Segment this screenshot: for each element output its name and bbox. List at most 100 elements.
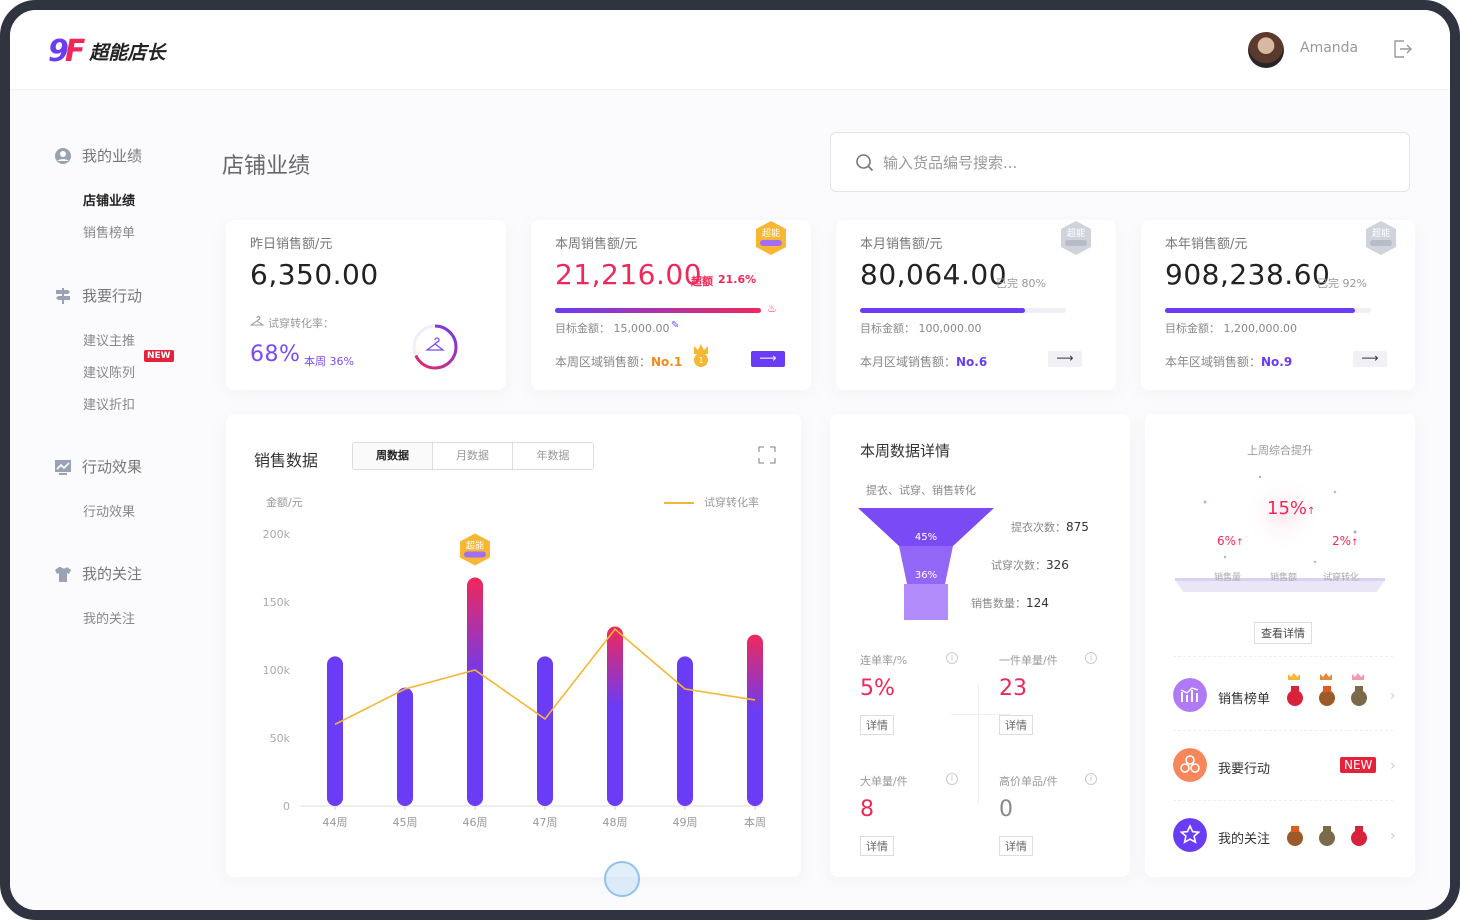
- y-tick-label: 0: [283, 800, 290, 813]
- info-icon[interactable]: i: [1085, 652, 1097, 664]
- chevron-right-icon: ›: [1390, 828, 1396, 844]
- tab-month[interactable]: 月数据: [433, 443, 513, 469]
- stat-card-year: 本年销售额/元 超能 908,238.60 已完 92% 目标金额： 1,200…: [1141, 220, 1415, 390]
- info-icon[interactable]: i: [946, 652, 958, 664]
- top-items-thumbnails: [1287, 673, 1367, 706]
- over-label: 超额: [691, 275, 713, 288]
- avatar[interactable]: [1248, 32, 1284, 68]
- quick-link-label: 销售榜单: [1218, 692, 1271, 707]
- sidebar-item-recommend-push[interactable]: 建议主推: [83, 334, 136, 349]
- funnel-step-1: 提衣次数：875: [1011, 520, 1089, 534]
- y-tick-label: 50k: [270, 732, 291, 745]
- conversion-funnel: 45% 36%: [858, 508, 994, 620]
- sidebar-item-store-performance[interactable]: 店铺业绩: [83, 194, 136, 209]
- sidebar-section-effects[interactable]: 行动效果: [54, 456, 142, 477]
- logo-text: 超能店长: [89, 42, 166, 64]
- view-details-button[interactable]: 查看详情: [1254, 622, 1312, 644]
- page-title: 店铺业绩: [222, 154, 311, 179]
- detail-button[interactable]: 详情: [999, 715, 1033, 735]
- followed-items-thumbnails: [1287, 826, 1367, 846]
- sidebar: 我的业绩 店铺业绩 销售榜单 我要行动 建议主推 建议陈列 NEW 建议折扣 行…: [10, 90, 200, 910]
- info-icon[interactable]: i: [1085, 773, 1097, 785]
- improve-main-pct: 15%↑: [1267, 498, 1316, 519]
- detail-button[interactable]: 详情: [860, 836, 894, 856]
- user-circle-icon: [55, 147, 71, 164]
- stat-label: 本月销售额/元: [860, 237, 943, 252]
- divider: [950, 714, 1010, 715]
- year-detail-arrow-button[interactable]: ⟶: [1353, 351, 1387, 367]
- logo[interactable]: 9F 超能店长: [48, 34, 165, 69]
- metric-label: 大单量/件: [860, 775, 908, 788]
- progress-track: [555, 308, 761, 313]
- sidebar-section-follow[interactable]: 我的关注: [54, 563, 142, 584]
- detail-button[interactable]: 详情: [860, 715, 894, 735]
- sidebar-section-label: 我要行动: [82, 287, 143, 305]
- improve-label: 试穿转化: [1323, 573, 1360, 583]
- star-icon: [1173, 818, 1207, 852]
- week-detail-card: 本周数据详情 提衣、试穿、销售转化 45% 36% 提衣次数：875 试穿次数：…: [830, 414, 1130, 877]
- week-detail-arrow-button[interactable]: ⟶: [751, 351, 785, 367]
- stat-label: 本年销售额/元: [1165, 237, 1248, 252]
- progress-fill: [860, 308, 1025, 313]
- sidebar-item-recommend-discount[interactable]: 建议折扣: [83, 398, 136, 413]
- region-rank: 本月区域销售额：No.6: [860, 355, 988, 369]
- improve-title: 上周综合提升: [1247, 444, 1313, 457]
- stat-card-yesterday: 昨日销售额/元 6,350.00 试穿转化率： 68% 本周 36%: [226, 220, 506, 390]
- sidebar-section-actions[interactable]: 我要行动: [54, 285, 142, 306]
- divider: [978, 684, 979, 804]
- progress-fill: [555, 308, 761, 313]
- conversion-label: 试穿转化率：: [268, 317, 334, 330]
- sidebar-item-recommend-display[interactable]: 建议陈列: [83, 366, 136, 381]
- sales-chart: 金额/元 试穿转化率 0 50k 100k 150k 200k 44周 45周 46周 47周 48周…: [263, 495, 766, 829]
- svg-text:超能: 超能: [762, 227, 780, 239]
- fire-icon: ♨: [767, 302, 777, 315]
- divider: [1173, 800, 1393, 801]
- rings-icon: [1173, 748, 1207, 782]
- completion: 已完 80%: [996, 277, 1046, 290]
- sidebar-item-sales-ranking[interactable]: 销售榜单: [83, 226, 136, 241]
- sidebar-section-performance[interactable]: 我的业绩: [54, 145, 142, 166]
- chevron-right-icon: ›: [1390, 758, 1396, 774]
- divider: [1173, 656, 1393, 657]
- tab-week[interactable]: 周数据: [353, 443, 433, 469]
- quick-link-sales-ranking[interactable]: 销售榜单 ›: [1145, 660, 1415, 730]
- stat-value: 21,216.00: [555, 258, 703, 291]
- logout-icon[interactable]: [1392, 38, 1412, 60]
- quick-link-actions[interactable]: 我要行动 NEW ›: [1145, 730, 1415, 800]
- quick-link-label: 我要行动: [1218, 762, 1271, 777]
- sidebar-item-my-follow[interactable]: 我的关注: [83, 612, 136, 627]
- signpost-icon: [56, 287, 70, 304]
- quick-link-follow[interactable]: 我的关注 ›: [1145, 800, 1415, 870]
- month-detail-arrow-button[interactable]: ⟶: [1048, 351, 1082, 367]
- x-tick-label: 49周: [673, 816, 698, 829]
- metric-value: 23: [999, 676, 1027, 701]
- sidebar-item-action-effects[interactable]: 行动效果: [83, 505, 136, 520]
- progress-fill: [1165, 308, 1355, 313]
- chevron-right-icon: ›: [1390, 688, 1396, 704]
- crown-medal-icon: 1: [694, 344, 708, 367]
- stat-card-month: 本月销售额/元 超能 80,064.00 已完 80% 目标金额： 100,00…: [836, 220, 1116, 390]
- tab-year[interactable]: 年数据: [513, 443, 593, 469]
- trend-chart-icon: [1173, 678, 1207, 712]
- stat-value: 6,350.00: [250, 258, 379, 291]
- info-icon[interactable]: i: [946, 773, 958, 785]
- search-box[interactable]: [830, 132, 1410, 192]
- region-rank: 本年区域销售额：No.9: [1165, 355, 1293, 369]
- floating-circle-button[interactable]: [604, 861, 640, 897]
- divider: [1173, 730, 1393, 731]
- target-amount: 目标金额： 1,200,000.00: [1165, 322, 1297, 335]
- svg-text:超能: 超能: [1372, 227, 1390, 239]
- detail-button[interactable]: 详情: [999, 836, 1033, 856]
- super-badge-grey-icon: 超能: [1366, 221, 1396, 255]
- metric-label: 一件单量/件: [999, 654, 1058, 667]
- edit-icon[interactable]: ✎: [671, 320, 680, 331]
- metric-value: 8: [860, 797, 874, 822]
- search-input[interactable]: [883, 147, 1383, 179]
- target-amount: 目标金额： 15,000.00: [555, 322, 670, 335]
- metric-label: 连单率/%: [860, 654, 908, 667]
- fullscreen-icon[interactable]: [758, 446, 776, 464]
- sidebar-section-label: 我的关注: [82, 565, 143, 583]
- y-unit-label: 金额/元: [266, 495, 303, 509]
- super-badge-ribbon: [464, 551, 486, 558]
- stat-card-week: 本周销售额/元 超能 21,216.00 超额 21.6% ♨ 目标金额： 15…: [531, 220, 811, 390]
